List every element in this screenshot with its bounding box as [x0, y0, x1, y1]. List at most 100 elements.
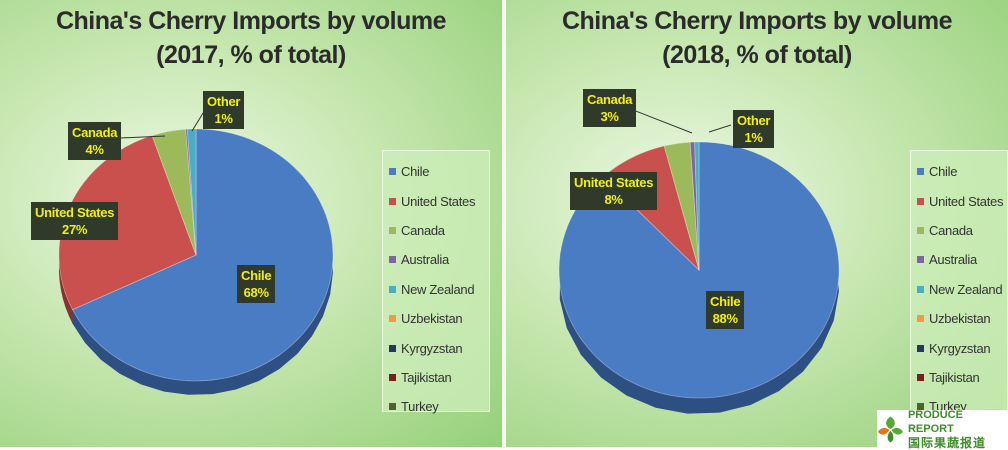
pie-slice-new-zealand — [186, 128, 197, 256]
legend-label: Canada — [929, 222, 973, 238]
legend-swatch — [389, 285, 396, 293]
legend-swatch — [917, 344, 924, 352]
data-label-value: 27% — [62, 222, 88, 237]
produce-report-logo: PRODUCE REPORT 国际果蔬报道 — [877, 408, 1008, 450]
legend-label: Kyrgyzstan — [929, 340, 991, 356]
legend-swatch — [389, 373, 396, 381]
chart-panel-2017: China's Cherry Imports by volume (2017, … — [0, 0, 502, 447]
leader-line — [119, 135, 166, 139]
legend-item-australia: Australia — [383, 245, 489, 274]
legend-label: New Zealand — [929, 281, 1003, 297]
data-label-value: 8% — [604, 192, 623, 207]
legend-label: Canada — [401, 222, 445, 238]
legend-label: Uzbekistan — [929, 311, 991, 327]
legend-item-canada: Canada — [911, 216, 1007, 245]
legend-swatch — [389, 315, 396, 323]
data-label-value: 4% — [85, 142, 104, 157]
data-label-name: Chile — [241, 268, 272, 283]
chart-subtitle: (2017, % of total) — [156, 41, 346, 69]
legend-swatch — [917, 256, 924, 264]
legend-item-canada: Canada — [383, 216, 489, 245]
legend-item-chile: Chile — [383, 157, 489, 186]
legend-label: Kyrgyzstan — [401, 340, 463, 356]
data-label-name: United States — [35, 205, 115, 220]
legend: Chile United States Canada Australia New Zea… — [382, 150, 490, 414]
data-label-united-states: United States 27% — [31, 202, 119, 240]
leader-line — [191, 109, 206, 132]
data-label-name: Chile — [710, 294, 741, 309]
legend-swatch — [917, 285, 924, 293]
legend-item-united-states: United States — [911, 186, 1007, 215]
legend-label: New Zealand — [401, 281, 475, 297]
pie-slice-canada — [151, 128, 197, 256]
data-label-canada: Canada 3% — [583, 89, 637, 127]
legend-swatch — [917, 315, 924, 323]
data-label-value: 1% — [744, 130, 763, 145]
logo-name-en: PRODUCE REPORT — [907, 408, 963, 435]
pie-slice-canada — [663, 141, 700, 271]
data-label-name: Other — [207, 94, 241, 109]
legend-item-tajikistan: Tajikistan — [911, 363, 1007, 392]
data-label-value: 68% — [243, 285, 269, 300]
data-label-value: 1% — [214, 111, 233, 126]
data-label-value: 88% — [712, 311, 738, 326]
pie-slice-australia — [185, 128, 197, 256]
legend-item-chile: Chile — [911, 157, 1007, 186]
legend-swatch — [389, 256, 396, 264]
legend-label: Australia — [401, 252, 449, 268]
data-label-name: Other — [737, 113, 771, 128]
logo-name-cn: 国际果蔬报道 — [907, 435, 986, 450]
legend-label: Chile — [401, 164, 430, 180]
legend-swatch — [389, 226, 396, 234]
legend-swatch — [917, 373, 924, 381]
legend-label: Chile — [929, 164, 958, 180]
legend-swatch — [389, 168, 396, 176]
legend-item-uzbekistan: Uzbekistan — [383, 304, 489, 333]
legend-item-kyrgyzstan: Kyrgyzstan — [383, 333, 489, 362]
chart-subtitle: (2018, % of total) — [662, 41, 852, 69]
legend-label: Tajikistan — [929, 369, 980, 385]
legend-swatch — [917, 168, 924, 176]
legend-item-tajikistan: Tajikistan — [383, 363, 489, 392]
data-label-canada: Canada 4% — [68, 122, 122, 160]
pie-slice-new-zealand — [694, 141, 700, 271]
legend-label: Uzbekistan — [401, 311, 463, 327]
legend-label: Tajikistan — [401, 369, 452, 385]
legend-label: United States — [929, 193, 1004, 209]
legend-item-kyrgyzstan: Kyrgyzstan — [911, 333, 1007, 362]
legend-item-new-zealand: New Zealand — [383, 275, 489, 304]
legend-swatch — [917, 226, 924, 234]
legend-swatch — [389, 197, 396, 205]
data-label-chile: Chile 88% — [706, 291, 745, 329]
legend-swatch — [917, 197, 924, 205]
legend: Chile United States Canada Australia New Zea… — [910, 150, 1008, 414]
chart-panel-2018: China's Cherry Imports by volume (2018, … — [506, 0, 1008, 447]
legend-item-united-states: United States — [383, 186, 489, 215]
chart-title: China's Cherry Imports by volume — [55, 7, 447, 35]
legend-label: United States — [401, 193, 476, 209]
data-label-other: Other 1% — [203, 91, 245, 129]
legend-item-new-zealand: New Zealand — [911, 275, 1007, 304]
leader-line — [708, 124, 732, 133]
data-label-name: Canada — [72, 125, 118, 140]
panel-divider — [502, 0, 506, 447]
data-label-united-states: United States 8% — [570, 172, 658, 210]
data-label-name: Canada — [587, 92, 633, 107]
data-label-name: United States — [574, 175, 654, 190]
legend-swatch — [917, 403, 924, 411]
chart-title: China's Cherry Imports by volume — [561, 7, 953, 35]
data-label-other: Other 1% — [733, 110, 775, 148]
leaf-logo-icon — [877, 415, 903, 442]
data-label-value: 3% — [600, 109, 619, 124]
pie-slice-chile — [71, 128, 334, 382]
legend-swatch — [389, 344, 396, 352]
legend-item-turkey: Turkey — [383, 392, 489, 421]
legend-label: Australia — [929, 252, 977, 268]
pie-slice-australia — [689, 141, 700, 271]
legend-label: Turkey — [401, 399, 439, 415]
legend-item-australia: Australia — [911, 245, 1007, 274]
pie-chart-2017 — [58, 109, 334, 395]
legend-swatch — [389, 403, 396, 411]
legend-item-uzbekistan: Uzbekistan — [911, 304, 1007, 333]
leader-line — [627, 107, 693, 134]
